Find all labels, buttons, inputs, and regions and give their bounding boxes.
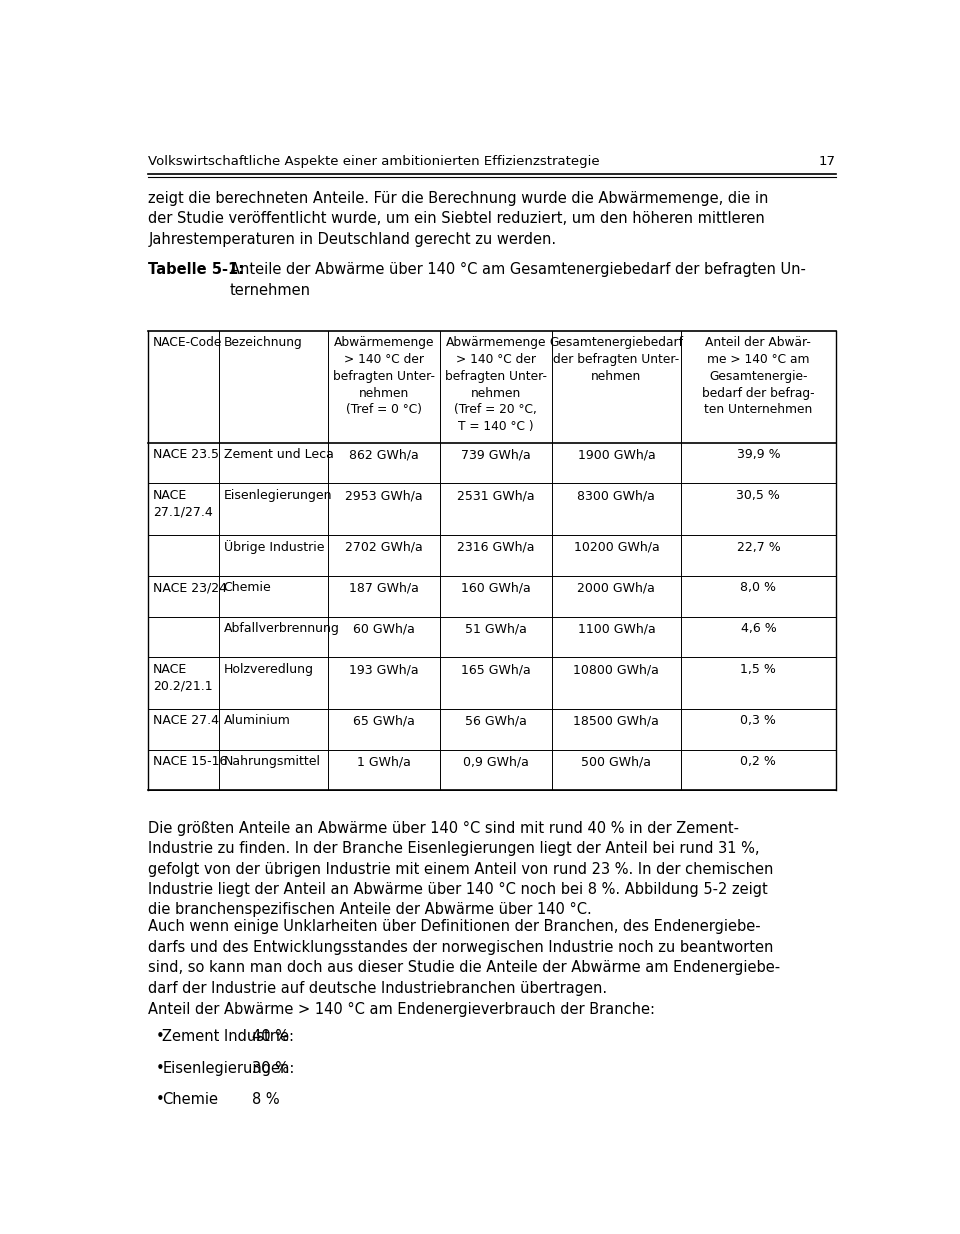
Text: NACE
20.2/21.1: NACE 20.2/21.1 — [153, 663, 212, 692]
Text: Übrige Industrie: Übrige Industrie — [224, 540, 324, 554]
Text: 30,5 %: 30,5 % — [736, 489, 780, 502]
Text: 1 GWh/a: 1 GWh/a — [357, 755, 411, 769]
Text: •: • — [156, 1029, 164, 1044]
Text: Abwärmemenge
> 140 °C der
befragten Unter-
nehmen
(Tref = 20 °C,
T = 140 °C ): Abwärmemenge > 140 °C der befragten Unte… — [444, 336, 547, 433]
Text: 10800 GWh/a: 10800 GWh/a — [573, 663, 660, 676]
Text: 187 GWh/a: 187 GWh/a — [348, 581, 419, 595]
Text: 8,0 %: 8,0 % — [740, 581, 777, 595]
Text: zeigt die berechneten Anteile. Für die Berechnung wurde die Abwärmemenge, die in: zeigt die berechneten Anteile. Für die B… — [148, 191, 769, 247]
Text: Auch wenn einige Unklarheiten über Definitionen der Branchen, des Endenergiebe-
: Auch wenn einige Unklarheiten über Defin… — [148, 919, 780, 996]
Text: NACE 15-16: NACE 15-16 — [153, 755, 228, 769]
Text: Tabelle 5-1:: Tabelle 5-1: — [148, 262, 245, 278]
Text: 1,5 %: 1,5 % — [740, 663, 777, 676]
Text: Gesamtenergiebedarf
der befragten Unter-
nehmen: Gesamtenergiebedarf der befragten Unter-… — [549, 336, 684, 383]
Text: Die größten Anteile an Abwärme über 140 °C sind mit rund 40 % in der Zement-
Ind: Die größten Anteile an Abwärme über 140 … — [148, 821, 774, 917]
Text: Chemie: Chemie — [162, 1092, 219, 1107]
Text: •: • — [156, 1060, 164, 1076]
Text: 0,2 %: 0,2 % — [740, 755, 777, 769]
Text: 862 GWh/a: 862 GWh/a — [348, 448, 419, 462]
Text: 0,3 %: 0,3 % — [740, 714, 777, 727]
Text: 500 GWh/a: 500 GWh/a — [582, 755, 652, 769]
Text: 2316 GWh/a: 2316 GWh/a — [457, 540, 535, 554]
Text: Eisenlegierungen: Eisenlegierungen — [224, 489, 332, 502]
Text: 17: 17 — [819, 155, 836, 168]
Text: 8300 GWh/a: 8300 GWh/a — [578, 489, 656, 502]
Text: •: • — [156, 1092, 164, 1107]
Text: Zement Industrie:: Zement Industrie: — [162, 1029, 295, 1044]
Text: NACE 23/24: NACE 23/24 — [153, 581, 227, 595]
Text: Nahrungsmittel: Nahrungsmittel — [224, 755, 321, 769]
Text: 60 GWh/a: 60 GWh/a — [352, 622, 415, 636]
Text: Anteile der Abwärme über 140 °C am Gesamtenergiebedarf der befragten Un-
ternehm: Anteile der Abwärme über 140 °C am Gesam… — [230, 262, 806, 297]
Text: 8 %: 8 % — [252, 1092, 280, 1107]
Text: Volkswirtschaftliche Aspekte einer ambitionierten Effizienzstrategie: Volkswirtschaftliche Aspekte einer ambit… — [148, 155, 600, 168]
Text: 22,7 %: 22,7 % — [736, 540, 780, 554]
Text: 2702 GWh/a: 2702 GWh/a — [345, 540, 422, 554]
Text: 2531 GWh/a: 2531 GWh/a — [457, 489, 535, 502]
Text: 39,9 %: 39,9 % — [736, 448, 780, 462]
Text: Anteil der Abwärme > 140 °C am Endenergieverbrauch der Branche:: Anteil der Abwärme > 140 °C am Endenergi… — [148, 1002, 656, 1017]
Text: Eisenlegierungen:: Eisenlegierungen: — [162, 1060, 295, 1076]
Text: 10200 GWh/a: 10200 GWh/a — [573, 540, 660, 554]
Text: 18500 GWh/a: 18500 GWh/a — [573, 714, 660, 727]
Text: 56 GWh/a: 56 GWh/a — [465, 714, 527, 727]
Text: NACE-Code: NACE-Code — [153, 336, 222, 349]
Text: Chemie: Chemie — [224, 581, 272, 595]
Text: Bezeichnung: Bezeichnung — [224, 336, 302, 349]
Text: 2000 GWh/a: 2000 GWh/a — [578, 581, 656, 595]
Text: Abfallverbrennung: Abfallverbrennung — [224, 622, 340, 636]
Text: 0,9 GWh/a: 0,9 GWh/a — [463, 755, 529, 769]
Text: Abwärmemenge
> 140 °C der
befragten Unter-
nehmen
(Tref = 0 °C): Abwärmemenge > 140 °C der befragten Unte… — [333, 336, 435, 416]
Text: 160 GWh/a: 160 GWh/a — [461, 581, 531, 595]
Text: 165 GWh/a: 165 GWh/a — [461, 663, 531, 676]
Text: 40 %: 40 % — [252, 1029, 289, 1044]
Text: 51 GWh/a: 51 GWh/a — [465, 622, 527, 636]
Text: 30 %: 30 % — [252, 1060, 289, 1076]
Text: 65 GWh/a: 65 GWh/a — [352, 714, 415, 727]
Text: Holzveredlung: Holzveredlung — [224, 663, 314, 676]
Text: NACE
27.1/27.4: NACE 27.1/27.4 — [153, 489, 212, 518]
Text: Anteil der Abwär-
me > 140 °C am
Gesamtenergie-
bedarf der befrag-
ten Unternehm: Anteil der Abwär- me > 140 °C am Gesamte… — [702, 336, 815, 416]
Text: 193 GWh/a: 193 GWh/a — [348, 663, 419, 676]
Text: 1900 GWh/a: 1900 GWh/a — [578, 448, 656, 462]
Text: 2953 GWh/a: 2953 GWh/a — [345, 489, 422, 502]
Text: NACE 23.5: NACE 23.5 — [153, 448, 219, 462]
Text: Zement und Leca: Zement und Leca — [224, 448, 333, 462]
Text: 739 GWh/a: 739 GWh/a — [461, 448, 531, 462]
Text: 1100 GWh/a: 1100 GWh/a — [578, 622, 656, 636]
Text: 4,6 %: 4,6 % — [740, 622, 777, 636]
Text: Aluminium: Aluminium — [224, 714, 291, 727]
Text: NACE 27.4: NACE 27.4 — [153, 714, 219, 727]
